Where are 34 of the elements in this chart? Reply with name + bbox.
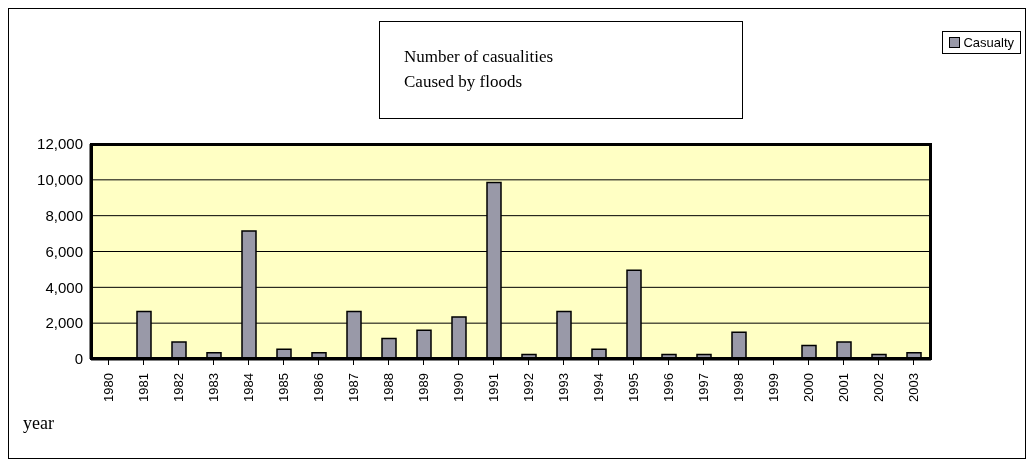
- x-tick-label: 2001: [836, 373, 851, 402]
- x-tick-label: 1993: [556, 373, 571, 402]
- x-tick-label: 1984: [241, 373, 256, 402]
- x-tick-label: 1981: [136, 373, 151, 402]
- legend-label: Casualty: [963, 35, 1014, 50]
- x-tick-label: 1998: [731, 373, 746, 402]
- x-tick-label: 1990: [451, 373, 466, 402]
- x-tick-label: 1999: [766, 373, 781, 402]
- y-tick-label: 10,000: [37, 171, 83, 189]
- x-tick-label: 1991: [486, 373, 501, 402]
- y-tick-label: 2,000: [45, 314, 83, 332]
- x-tick-label: 1992: [521, 373, 536, 402]
- x-tick-label: 2002: [871, 373, 886, 402]
- chart-title: Number of casualities Caused by floods: [379, 21, 743, 119]
- y-tick-label: 8,000: [45, 206, 83, 224]
- y-tick-label: 6,000: [45, 242, 83, 260]
- x-tick-label: 1983: [206, 373, 221, 402]
- x-tick-label: 1996: [661, 373, 676, 402]
- x-tick-label: 1994: [591, 373, 606, 402]
- x-tick-label: 2000: [801, 373, 816, 402]
- x-tick-label: 1982: [171, 373, 186, 402]
- x-tick-label: 1997: [696, 373, 711, 402]
- x-tick-label: 1986: [311, 373, 326, 402]
- x-tick-label: 1989: [416, 373, 431, 402]
- y-tick-label: 12,000: [37, 135, 83, 153]
- y-tick-label: 0: [74, 350, 83, 368]
- x-axis-title: year: [23, 413, 54, 434]
- x-tick-label: 2003: [906, 373, 921, 402]
- x-tick-label: 1988: [381, 373, 396, 402]
- x-tick-label: 1987: [346, 373, 361, 402]
- x-tick-label: 1995: [626, 373, 641, 402]
- y-tick-label: 4,000: [45, 278, 83, 296]
- x-tick-label: 1980: [101, 373, 116, 402]
- x-tick-label: 1985: [276, 373, 291, 402]
